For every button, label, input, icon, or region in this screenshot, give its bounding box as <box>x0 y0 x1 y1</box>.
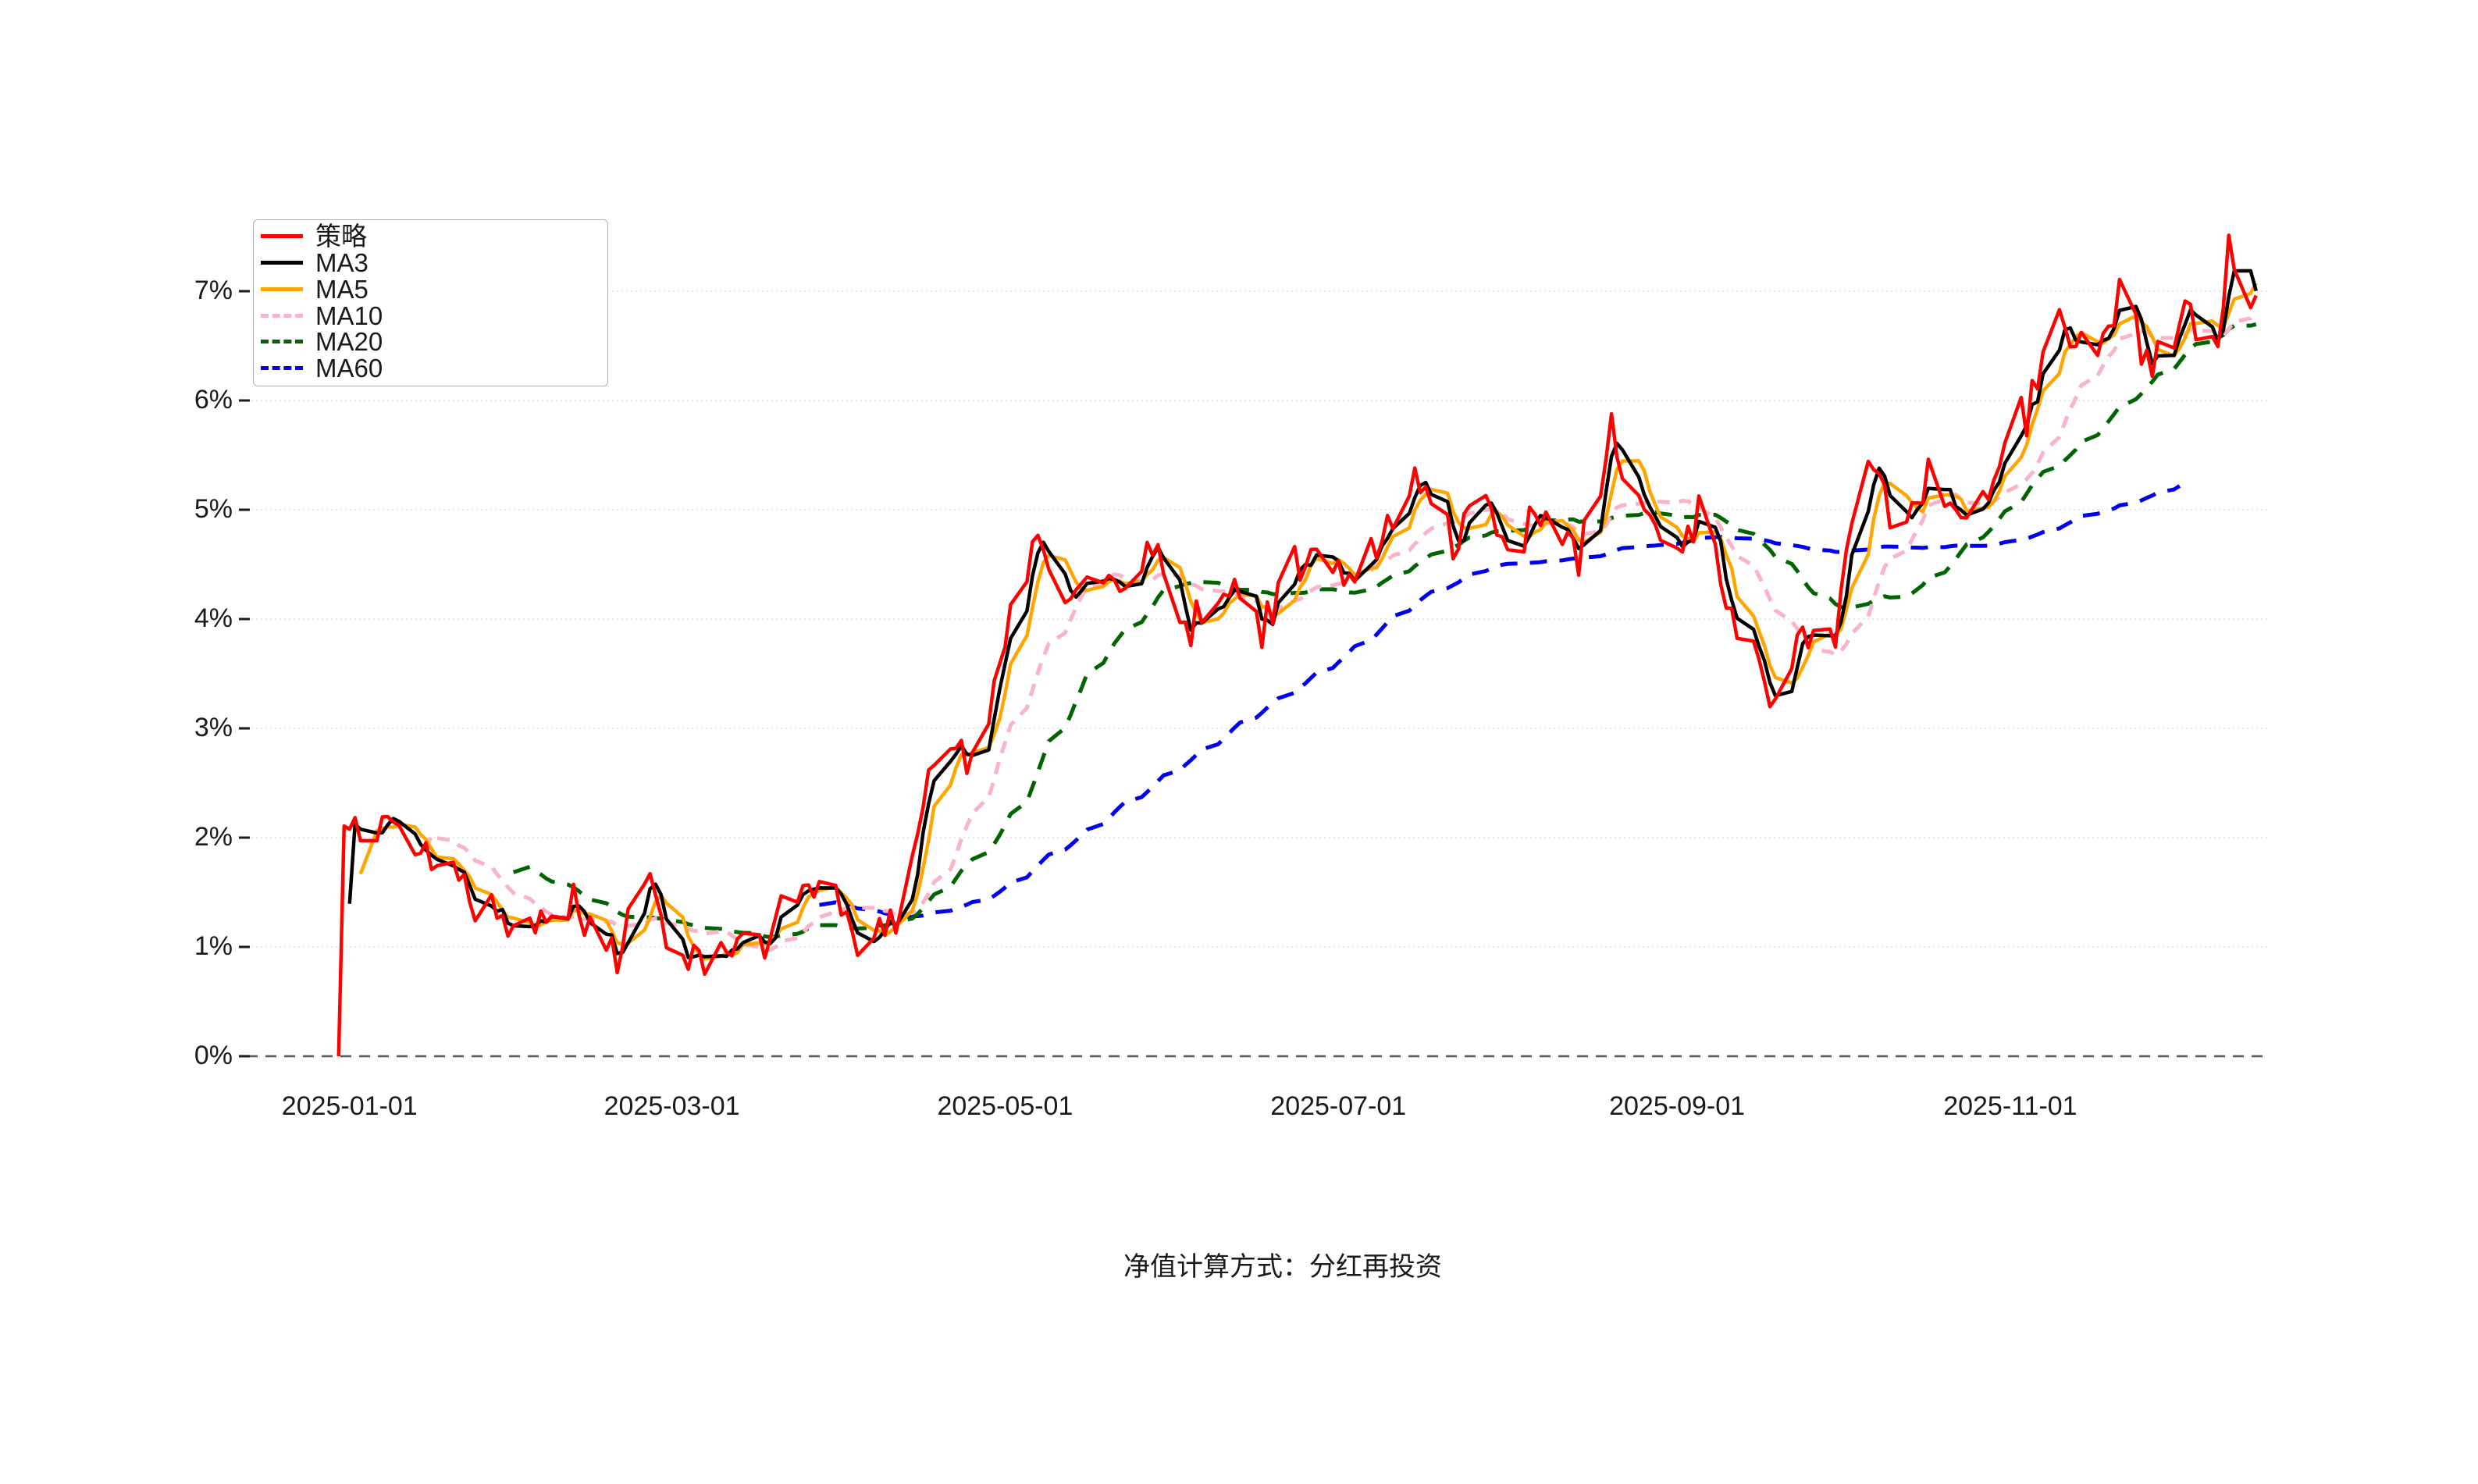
svg-text:2025-09-01: 2025-09-01 <box>1609 1091 1745 1121</box>
svg-text:0%: 0% <box>194 1041 233 1070</box>
svg-text:2025-05-01: 2025-05-01 <box>937 1091 1073 1121</box>
svg-text:3%: 3% <box>194 713 233 742</box>
svg-text:4%: 4% <box>194 603 233 633</box>
svg-text:2025-03-01: 2025-03-01 <box>604 1091 740 1121</box>
svg-text:2025-11-01: 2025-11-01 <box>1943 1091 2077 1121</box>
svg-text:2025-07-01: 2025-07-01 <box>1270 1091 1406 1121</box>
svg-text:2%: 2% <box>194 822 233 852</box>
svg-text:1%: 1% <box>194 931 233 961</box>
svg-text:2025-01-01: 2025-01-01 <box>282 1091 418 1121</box>
svg-text:6%: 6% <box>194 385 233 415</box>
svg-text:7%: 7% <box>194 276 233 305</box>
svg-text:5%: 5% <box>194 494 233 524</box>
